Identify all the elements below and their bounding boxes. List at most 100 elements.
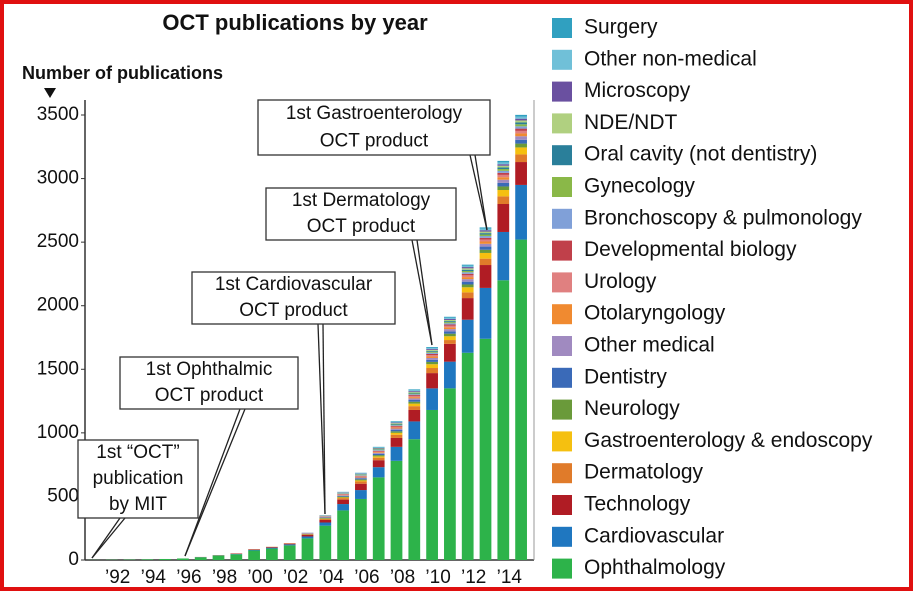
bar-segment	[479, 239, 492, 242]
annotation-box	[257, 99, 491, 156]
bar-segment	[479, 227, 492, 229]
bar-segment	[479, 233, 492, 235]
annotation-box	[191, 271, 396, 325]
legend-label: Ophthalmology	[584, 556, 726, 579]
bar-segment	[372, 451, 385, 453]
bar-segment	[355, 474, 367, 475]
bar-segment	[426, 347, 438, 349]
legend-swatch	[552, 113, 572, 134]
bar-segment	[461, 281, 474, 285]
legend-label: Neurology	[584, 397, 680, 420]
legend-swatch	[552, 177, 572, 197]
bar-segment	[497, 177, 510, 180]
bar-segment	[337, 494, 349, 496]
bar-segment	[497, 162, 510, 165]
bar-segment	[461, 352, 474, 560]
bar-segment	[355, 498, 367, 560]
legend-label: Bronchoscopy & pulmonology	[584, 206, 862, 229]
axis-arrow	[44, 88, 56, 98]
y-axis-label: Number of publications	[22, 63, 223, 83]
bar-segment	[390, 431, 403, 433]
legend-swatch	[552, 145, 572, 166]
annotation-leader	[184, 408, 241, 557]
y-tick-label: 2500	[37, 231, 79, 252]
bar-segment	[497, 164, 510, 166]
bar-segment	[390, 428, 403, 430]
bar-segment	[372, 453, 385, 456]
annotation-text: 1st Dermatology	[292, 190, 431, 211]
bar-segment	[444, 316, 456, 318]
bar-segment	[426, 357, 438, 360]
bar-segment	[515, 239, 527, 560]
bar-segment	[479, 265, 492, 288]
bar-segment	[461, 279, 474, 282]
bar-segment	[479, 249, 492, 253]
bar-segment	[408, 399, 421, 402]
bar-segment	[497, 280, 510, 560]
bar-segment	[461, 277, 474, 280]
bar-segment	[479, 231, 492, 234]
legend-label: Other non-medical	[584, 47, 757, 70]
bar-segment	[355, 478, 367, 480]
bar-segment	[408, 390, 421, 392]
annotation-leader	[322, 323, 326, 515]
bar-segment	[355, 480, 367, 482]
annotation-box	[265, 187, 457, 241]
legend-swatch	[552, 49, 572, 70]
x-tick-label: ’96	[176, 567, 201, 588]
bar-segment	[461, 273, 474, 276]
bar-segment	[479, 237, 492, 240]
legend-label: Gynecology	[584, 175, 695, 198]
legend-swatch	[552, 304, 572, 325]
bar-segment	[319, 518, 332, 520]
annotation-leader	[184, 408, 246, 557]
bar-segment	[426, 368, 438, 374]
bar-segment	[479, 230, 492, 232]
bar-segment	[390, 426, 403, 428]
bar-segment	[426, 373, 438, 389]
bar-segment	[372, 449, 385, 451]
bar-segment	[355, 490, 367, 499]
legend-label: Oral cavity (not dentistry)	[584, 143, 817, 166]
x-tick-label: ’12	[461, 567, 486, 588]
bar-segment	[372, 450, 385, 452]
legend-label: Gastroenterology & endoscopy	[584, 429, 873, 452]
bar-segment	[390, 460, 403, 560]
bar-segment	[337, 504, 349, 511]
bar-segment	[283, 545, 296, 560]
bar-segment	[426, 351, 438, 353]
x-tick-label: ’04	[319, 567, 345, 588]
bar-segment	[283, 543, 296, 545]
bar-segment	[497, 169, 510, 171]
bar-segment	[337, 495, 349, 497]
bar-segment	[372, 452, 385, 454]
bar-segment	[355, 476, 367, 478]
bar-segment	[461, 319, 474, 353]
bar-segment	[390, 427, 403, 429]
bar-segment	[337, 499, 349, 505]
bar-segment	[497, 179, 510, 183]
legend-label: Microscopy	[584, 79, 691, 102]
bar-segment	[408, 391, 421, 392]
legend-swatch	[552, 367, 572, 388]
bar-segment	[479, 236, 492, 238]
bar-segment	[408, 406, 421, 410]
bar-segment	[372, 446, 385, 448]
bar-segment	[337, 495, 349, 496]
bar-segment	[408, 401, 421, 404]
bar-segment	[497, 170, 510, 173]
bar-segment	[444, 343, 456, 362]
legend-label: NDE/NDT	[584, 111, 678, 134]
bar-segment	[266, 547, 278, 548]
annotation-text: OCT product	[155, 385, 264, 406]
bar-segment	[426, 364, 438, 369]
legend-label: Urology	[584, 270, 657, 293]
bar-segment	[461, 268, 474, 270]
bar-segment	[355, 476, 367, 477]
bar-segment	[444, 361, 456, 389]
annotation-text: by MIT	[109, 494, 167, 515]
bar-segment	[355, 483, 367, 491]
legend-label: Technology	[584, 493, 691, 516]
bar-segment	[426, 350, 438, 352]
bar-segment	[301, 534, 314, 535]
